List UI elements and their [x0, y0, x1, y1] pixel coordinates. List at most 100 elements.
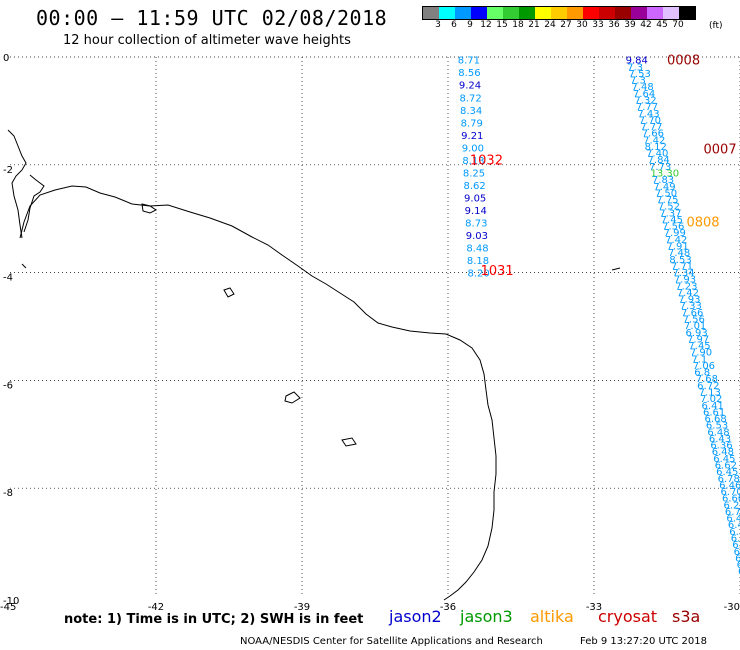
x-tick-label: -33 [586, 602, 602, 613]
swh-value-label: 7.02 [700, 394, 722, 405]
legend-label: 9 [467, 20, 473, 30]
x-tick-label: -45 [0, 602, 16, 613]
legend-label: 45 [656, 20, 668, 30]
swh-value-label: 6.3 [731, 534, 740, 545]
swh-value-label: 7.33 [680, 301, 702, 312]
swh-value-label: 7.66 [642, 129, 664, 140]
legend-label: 3 [435, 20, 441, 30]
swh-value-label: 6.41 [702, 401, 724, 412]
coastline-inlet [23, 174, 45, 233]
footer-note: note: 1) Time is in UTC; 2) SWH is in fe… [64, 612, 364, 627]
swh-value-label: 7.42 [677, 288, 699, 299]
legend-swatch [679, 7, 695, 19]
island-small-4 [341, 437, 357, 447]
legend-label: 36 [608, 20, 620, 30]
swh-value-label: 7.23 [675, 281, 697, 292]
swh-value-label: 7.13 [699, 388, 721, 399]
swh-value-label: 7.45 [661, 215, 683, 226]
legend-swatch [615, 7, 631, 19]
swh-value-label: 8.12 [645, 142, 667, 153]
island-small-6 [21, 263, 27, 269]
pass-time-label: 1031 [481, 264, 514, 279]
legend-swatch [599, 7, 615, 19]
swh-value-label: 9.84 [626, 56, 648, 67]
swh-value-label: 8.20 [467, 269, 489, 280]
track-west: 8.718.56 9.248.72 8.348.79 9.219.00 8.138.25… [458, 56, 490, 280]
swh-value-label: 7.56 [683, 315, 705, 326]
swh-value-label: 6.45 [716, 467, 738, 478]
y-tick-label: -4 [3, 273, 13, 284]
swh-value-label: 6.48 [712, 447, 734, 458]
swh-value-label: 6.17 [734, 547, 740, 558]
swh-value-label: 6.46 [719, 480, 740, 491]
swh-value-label: 9.24 [459, 81, 481, 92]
swh-value-label: 6.44 [726, 514, 740, 525]
axis-labels: -45 -42 -39 -36 -33 -30 0 -2 -4 -6 -8 -10 [0, 53, 740, 613]
legend-swatch [647, 7, 663, 19]
satellite-name-s3a: s3a [672, 607, 701, 626]
swh-value-label: 8.53 [669, 255, 691, 266]
legend-swatch [519, 7, 535, 19]
swh-value-label: 7.77 [636, 102, 658, 113]
swh-value-label: 6.8 [694, 368, 710, 379]
legend-label: 42 [640, 20, 652, 30]
swh-value-label: 6.53 [706, 421, 728, 432]
swh-value-label: 6.15 [732, 540, 740, 551]
swh-value-label: 6.70 [725, 507, 740, 518]
swh-value-label: 7.90 [690, 348, 712, 359]
swh-value-label: 7.99 [664, 228, 686, 239]
island-small-1 [141, 203, 157, 214]
swh-value-label: 8.62 [463, 181, 485, 192]
swh-value-label: 6.1 [737, 560, 740, 571]
legend-label: 30 [576, 20, 588, 30]
swh-value-label: 8.79 [461, 118, 483, 129]
swh-value-label: 9.14 [465, 206, 487, 217]
swh-value-label: 6.45 [713, 454, 735, 465]
swh-value-label: 9.21 [461, 131, 483, 142]
swh-value-label: 7.93 [678, 295, 700, 306]
satellite-name-altika: altika [530, 607, 574, 626]
legend-swatch [439, 7, 455, 19]
legend-swatch [423, 7, 439, 19]
swh-value-label: 6.21 [723, 500, 740, 511]
swh-value-label: 6.70 [721, 487, 740, 498]
x-tick-label: -36 [440, 602, 456, 613]
swh-value-label: 6.78 [718, 474, 740, 485]
legend-color-bar [422, 6, 696, 20]
y-tick-label: -6 [3, 380, 13, 391]
legend-swatch [631, 7, 647, 19]
swh-value-label: 6.36 [710, 441, 732, 452]
swh-value-label: 7.45 [688, 341, 710, 352]
swh-value-label: 9.03 [466, 231, 488, 242]
legend-label: 6 [451, 20, 457, 30]
y-tick-label: -2 [3, 165, 13, 176]
swh-value-label: 8.18 [467, 256, 489, 267]
legend-swatch [487, 7, 503, 19]
satellite-name-jason3: jason3 [460, 607, 513, 626]
swh-value-label: 9.00 [462, 143, 484, 154]
swh-value-label: 7.53 [629, 69, 651, 80]
satellite-name-jason2: jason2 [389, 607, 442, 626]
wave-height-legend: 3 6 9 12 15 18 21 24 27 30 33 36 39 42 45 70 (ft) [422, 6, 723, 31]
y-tick-label: -10 [3, 596, 19, 607]
legend-swatch [503, 7, 519, 19]
swh-value-label: 7.3 [630, 76, 646, 87]
island-small-5 [611, 267, 621, 271]
swh-value-label: 7.71 [671, 261, 693, 272]
swh-value-label: 6.16 [738, 567, 740, 578]
pass-time-label: 0008 [667, 54, 700, 69]
swh-value-label: 8.25 [463, 168, 485, 179]
swh-value-label: 7.49 [653, 182, 675, 193]
x-tick-label: -42 [148, 602, 164, 613]
swh-value-label: 7.37 [659, 208, 681, 219]
swh-value-label: 6.43 [709, 434, 731, 445]
swh-value-label: 7.56 [662, 222, 684, 233]
x-tick-label: -39 [294, 602, 310, 613]
swh-value-label: 7.01 [684, 321, 706, 332]
swh-value-label: 7.73 [649, 162, 671, 173]
swh-value-label: 7.48 [631, 82, 653, 93]
coastline-mainland [19, 185, 497, 601]
legend-label: 12 [480, 20, 492, 30]
swh-value-label: 7.68 [696, 374, 718, 385]
swh-value-label: 7.42 [643, 135, 665, 146]
